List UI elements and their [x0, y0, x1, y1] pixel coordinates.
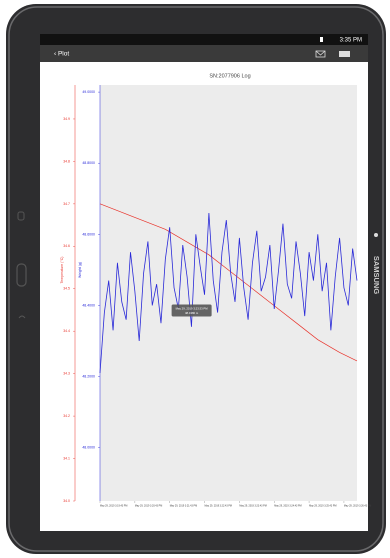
y-tick-label: 34.2: [63, 414, 70, 418]
recent-key[interactable]: [17, 211, 25, 221]
y2-tick-label: 48.8000: [82, 161, 95, 165]
y2-tick-label: 49.0000: [82, 90, 95, 94]
y2-axis-title: Weight (g): [78, 262, 82, 278]
x-tick-label: May 29, 2019 3:20:43 PM: [135, 505, 162, 508]
brand: SAMSUNG: [372, 256, 381, 295]
status-bar: [40, 34, 368, 45]
back-button[interactable]: ‹ Plot: [54, 51, 69, 58]
y-tick-label: 34.7: [63, 202, 70, 206]
y-tick-label: 34.8: [63, 159, 70, 163]
y-tick-label: 34.0: [63, 499, 70, 503]
email-icon[interactable]: [315, 50, 326, 58]
email-icon-flap: [315, 50, 326, 56]
x-tick-label: May 29, 2019 3:21:43 PM: [170, 505, 197, 508]
y-tick-label: 34.5: [63, 287, 70, 291]
x-tick-label: May 29, 2019 3:25:43 PM: [309, 505, 336, 508]
tooltip: [171, 304, 212, 317]
x-tick-label: May 29, 2019 3:26:43 PM: [344, 505, 371, 508]
tooltip-value: 48.4380 m: [185, 311, 199, 315]
x-tick-label: May 29, 2019 3:23:43 PM: [239, 505, 266, 508]
table-icon[interactable]: [339, 51, 350, 57]
status-time: 3:35 PM: [340, 38, 362, 44]
y-tick-label: 34.3: [63, 372, 70, 376]
tablet-edge: [8, 6, 384, 552]
battery-icon: [320, 37, 323, 42]
y-tick-label: 34.6: [63, 244, 70, 248]
y-tick-label: 34.1: [63, 456, 70, 460]
y2-tick-label: 48.4000: [82, 303, 95, 307]
plot-area: [100, 85, 357, 501]
y-axis-title: Temperature (°C): [60, 257, 64, 284]
app-bar: [40, 45, 368, 62]
tooltip-title: May 29, 2019 3:23:33 PM: [176, 306, 209, 310]
x-tick-label: May 29, 2019 3:22:43 PM: [205, 505, 232, 508]
y-tick-label: 34.4: [63, 329, 70, 333]
x-tick-label: May 29, 2019 3:19:43 PM: [100, 505, 127, 508]
series-line: [99, 212, 358, 374]
x-tick-label: May 29, 2019 3:24:43 PM: [274, 505, 301, 508]
y-tick-label: 34.9: [63, 117, 70, 121]
y2-tick-label: 48.0000: [82, 446, 95, 450]
camera: [374, 233, 378, 237]
y2-tick-label: 48.6000: [82, 232, 95, 236]
chart-title: SN:2077906 Log: [209, 73, 250, 79]
y2-tick-label: 48.2000: [82, 374, 95, 378]
back-key[interactable]: [18, 315, 26, 319]
home-key[interactable]: [16, 263, 27, 287]
